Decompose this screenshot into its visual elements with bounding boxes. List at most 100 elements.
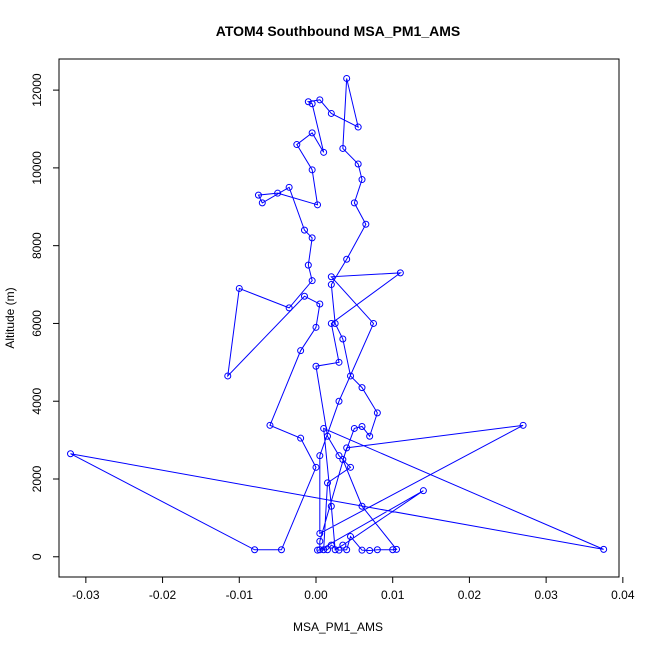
data-point (300, 226, 308, 234)
data-point (316, 529, 324, 537)
data-point (323, 479, 331, 487)
data-point (258, 199, 266, 207)
data-point (316, 452, 324, 460)
data-point (312, 362, 320, 370)
data-point (320, 148, 328, 156)
data-point (266, 421, 274, 429)
data-point (312, 323, 320, 331)
data-point (327, 502, 335, 510)
data-point (308, 129, 316, 137)
data-point (396, 269, 404, 277)
data-point (251, 546, 259, 554)
data-point (350, 424, 358, 432)
data-point (347, 372, 355, 380)
data-point (224, 372, 232, 380)
x-tick-label: 0.04 (611, 588, 635, 602)
data-point (323, 432, 331, 440)
data-point (316, 300, 324, 308)
data-point (354, 160, 362, 168)
data-point (327, 281, 335, 289)
data-point (308, 277, 316, 285)
data-point (316, 96, 324, 104)
data-point (343, 255, 351, 263)
data-point (335, 452, 343, 460)
x-axis-label: MSA_PM1_AMS (293, 620, 383, 634)
data-point (312, 463, 320, 471)
x-tick-label: -0.02 (149, 588, 177, 602)
x-tick-label: 0.02 (458, 588, 482, 602)
y-axis: 0 2000 4000 6000 8000 10000 12000 (30, 73, 59, 560)
data-point (358, 502, 366, 510)
data-point (327, 273, 335, 281)
data-point (308, 100, 316, 108)
data-point (347, 533, 355, 541)
data-point (339, 144, 347, 152)
data-point (285, 304, 293, 312)
data-point (331, 319, 339, 327)
plot-frame (58, 58, 620, 578)
x-tick-label: 0.03 (534, 588, 558, 602)
x-tick-label: -0.01 (226, 588, 254, 602)
data-point (339, 456, 347, 464)
y-tick-label: 2000 (30, 465, 44, 492)
data-point (373, 409, 381, 417)
data-point (327, 109, 335, 117)
data-point (339, 541, 347, 549)
data-point (327, 541, 335, 549)
data-point (316, 537, 324, 545)
data-point (358, 176, 366, 184)
data-point (274, 189, 282, 197)
data-point (419, 487, 427, 495)
data-point (362, 220, 370, 228)
data-point (300, 292, 308, 300)
data-point (304, 98, 312, 106)
data-point (327, 319, 335, 327)
data-point (343, 546, 351, 554)
data-point (316, 546, 324, 554)
data-point (304, 261, 312, 269)
data-point (297, 347, 305, 355)
data-point (323, 546, 331, 554)
y-axis-label: Altitude (m) (3, 287, 17, 348)
x-tick-label: -0.03 (72, 588, 100, 602)
data-point (235, 284, 243, 292)
data-point (358, 423, 366, 430)
data-point (308, 234, 316, 242)
data-point (393, 545, 401, 553)
y-tick-label: 12000 (30, 73, 44, 107)
data-point (519, 421, 527, 429)
y-tick-label: 0 (30, 553, 44, 560)
data-point (354, 123, 362, 131)
data-point (308, 166, 316, 174)
data-point (366, 547, 374, 555)
data-point (285, 183, 293, 191)
data-point (370, 319, 378, 327)
data-point (293, 141, 301, 149)
data-point (339, 335, 347, 343)
chart-title: ATOM4 Southbound MSA_PM1_AMS (216, 23, 460, 39)
series-line (70, 78, 604, 552)
data-point (343, 444, 351, 452)
data-point (358, 546, 366, 554)
y-tick-label: 10000 (30, 151, 44, 185)
x-axis: -0.03 -0.02 -0.01 0.00 0.01 0.02 0.03 0.04 (72, 577, 635, 602)
data-point (67, 450, 75, 458)
data-point (254, 191, 262, 199)
data-point (373, 546, 381, 554)
data-point (347, 463, 355, 471)
data-point (350, 199, 358, 207)
data-point (343, 74, 351, 82)
x-tick-label: 0.00 (304, 588, 328, 602)
x-tick-label: 0.01 (381, 588, 405, 602)
y-tick-label: 8000 (30, 232, 44, 259)
data-point (600, 545, 608, 553)
data-point (277, 546, 285, 554)
data-point (320, 424, 328, 432)
data-point (335, 397, 343, 405)
data-point (297, 434, 305, 442)
y-tick-label: 4000 (30, 388, 44, 415)
data-point (331, 546, 339, 554)
y-tick-label: 6000 (30, 310, 44, 337)
data-point (335, 358, 343, 366)
